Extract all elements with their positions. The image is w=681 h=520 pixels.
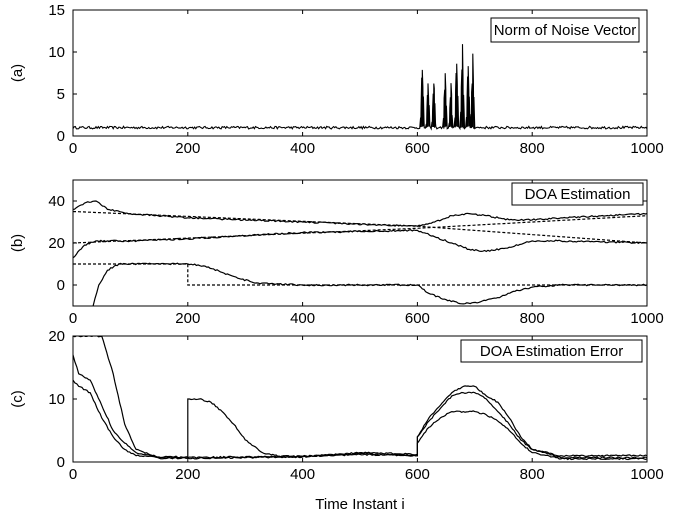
panel-1: 0 200 400 600 800 1000 0 5 10 15 Norm of Noise Vec… [9,2,664,157]
x-tick-label: 400 [290,140,315,157]
series-line-3 [73,336,647,461]
series-line-4 [73,200,647,227]
series-line-2 [73,379,647,459]
y-tick-label: 10 [48,391,65,408]
x-tick-label: 0 [69,466,77,483]
y-tick-label: 0 [57,454,65,471]
panel-label: (b) [9,234,26,252]
plot-frame [72,179,648,307]
x-tick-label: 600 [405,140,430,157]
y-tick-label: 20 [48,328,65,345]
series-line-6 [92,262,647,306]
x-tick-label: 0 [69,140,77,157]
x-tick-label: 800 [520,140,545,157]
plot-frame [72,9,648,137]
x-tick-label: 800 [520,466,545,483]
panel-label: (a) [9,64,26,82]
y-tick-label: 15 [48,2,65,19]
y-tick-label: 10 [48,44,65,61]
x-tick-label: 0 [69,310,77,327]
legend-label: Norm of Noise Vector [494,22,637,39]
y-tick-label: 0 [57,277,65,294]
x-tick-label: 1000 [630,140,663,157]
y-tick-label: 5 [57,86,65,103]
x-tick-label: 800 [520,310,545,327]
series-group [73,200,647,306]
y-tick-label: 20 [48,235,65,252]
x-tick-label: 200 [175,310,200,327]
x-tick-label: 400 [290,310,315,327]
series-group [73,44,647,131]
series-line-5 [73,229,647,259]
legend-box [460,339,643,363]
plot-frame [72,335,648,463]
y-tick-label: 40 [48,193,65,210]
legend-box [490,17,640,43]
series-line-3 [73,263,647,286]
x-axis-label: Time Instant i [315,496,404,513]
y-tick-label: 0 [57,128,65,145]
legend-label: DOA Estimation [525,186,631,203]
series-line-1 [73,210,647,244]
x-tick-label: 1000 [630,466,663,483]
x-tick-label: 600 [405,310,430,327]
series-group [73,336,647,461]
legend-box [511,182,644,206]
x-tick-label: 400 [290,466,315,483]
series-line-1 [73,44,647,131]
x-tick-label: 1000 [630,310,663,327]
series-line-1 [73,354,647,459]
x-tick-label: 600 [405,466,430,483]
panel-2: 0 200 400 600 800 1000 0 20 40 DOA Estimation (b) [9,179,664,327]
legend-label: DOA Estimation Error [480,343,623,360]
x-tick-label: 200 [175,466,200,483]
series-line-2 [73,215,647,244]
panel-3: 0 200 400 600 800 1000 0 10 20 DOA Estimation Err… [9,328,664,513]
panel-label: (c) [9,390,26,408]
x-tick-label: 200 [175,140,200,157]
